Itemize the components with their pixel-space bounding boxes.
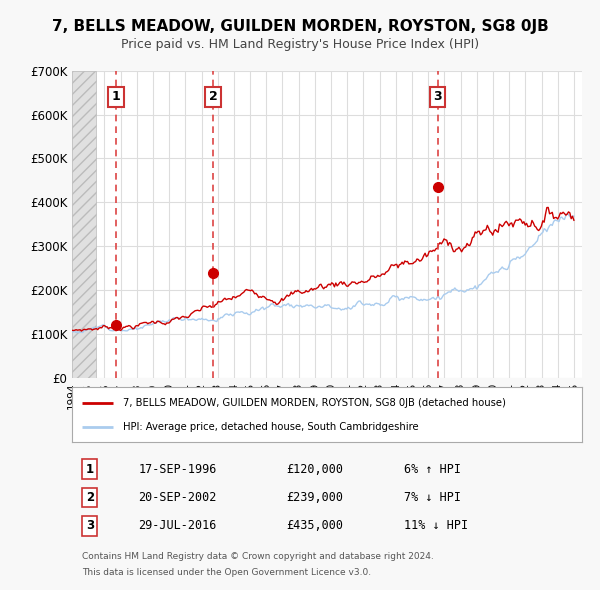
Text: 7, BELLS MEADOW, GUILDEN MORDEN, ROYSTON, SG8 0JB: 7, BELLS MEADOW, GUILDEN MORDEN, ROYSTON… xyxy=(52,19,548,34)
Text: 1: 1 xyxy=(86,463,94,476)
Text: This data is licensed under the Open Government Licence v3.0.: This data is licensed under the Open Gov… xyxy=(82,568,371,576)
Text: £120,000: £120,000 xyxy=(286,463,343,476)
Bar xyxy=(72,71,96,378)
Text: Contains HM Land Registry data © Crown copyright and database right 2024.: Contains HM Land Registry data © Crown c… xyxy=(82,552,434,560)
Text: HPI: Average price, detached house, South Cambridgeshire: HPI: Average price, detached house, Sout… xyxy=(123,422,419,432)
Text: 6% ↑ HPI: 6% ↑ HPI xyxy=(404,463,461,476)
Text: 20-SEP-2002: 20-SEP-2002 xyxy=(139,491,217,504)
Text: 17-SEP-1996: 17-SEP-1996 xyxy=(139,463,217,476)
Text: Price paid vs. HM Land Registry's House Price Index (HPI): Price paid vs. HM Land Registry's House … xyxy=(121,38,479,51)
Text: 29-JUL-2016: 29-JUL-2016 xyxy=(139,519,217,532)
Text: 2: 2 xyxy=(86,491,94,504)
Text: 1: 1 xyxy=(112,90,121,103)
Text: 7% ↓ HPI: 7% ↓ HPI xyxy=(404,491,461,504)
Text: £239,000: £239,000 xyxy=(286,491,343,504)
Text: 11% ↓ HPI: 11% ↓ HPI xyxy=(404,519,467,532)
Text: 3: 3 xyxy=(86,519,94,532)
Text: 3: 3 xyxy=(433,90,442,103)
Text: £435,000: £435,000 xyxy=(286,519,343,532)
Text: 7, BELLS MEADOW, GUILDEN MORDEN, ROYSTON, SG8 0JB (detached house): 7, BELLS MEADOW, GUILDEN MORDEN, ROYSTON… xyxy=(123,398,506,408)
Text: 2: 2 xyxy=(209,90,218,103)
